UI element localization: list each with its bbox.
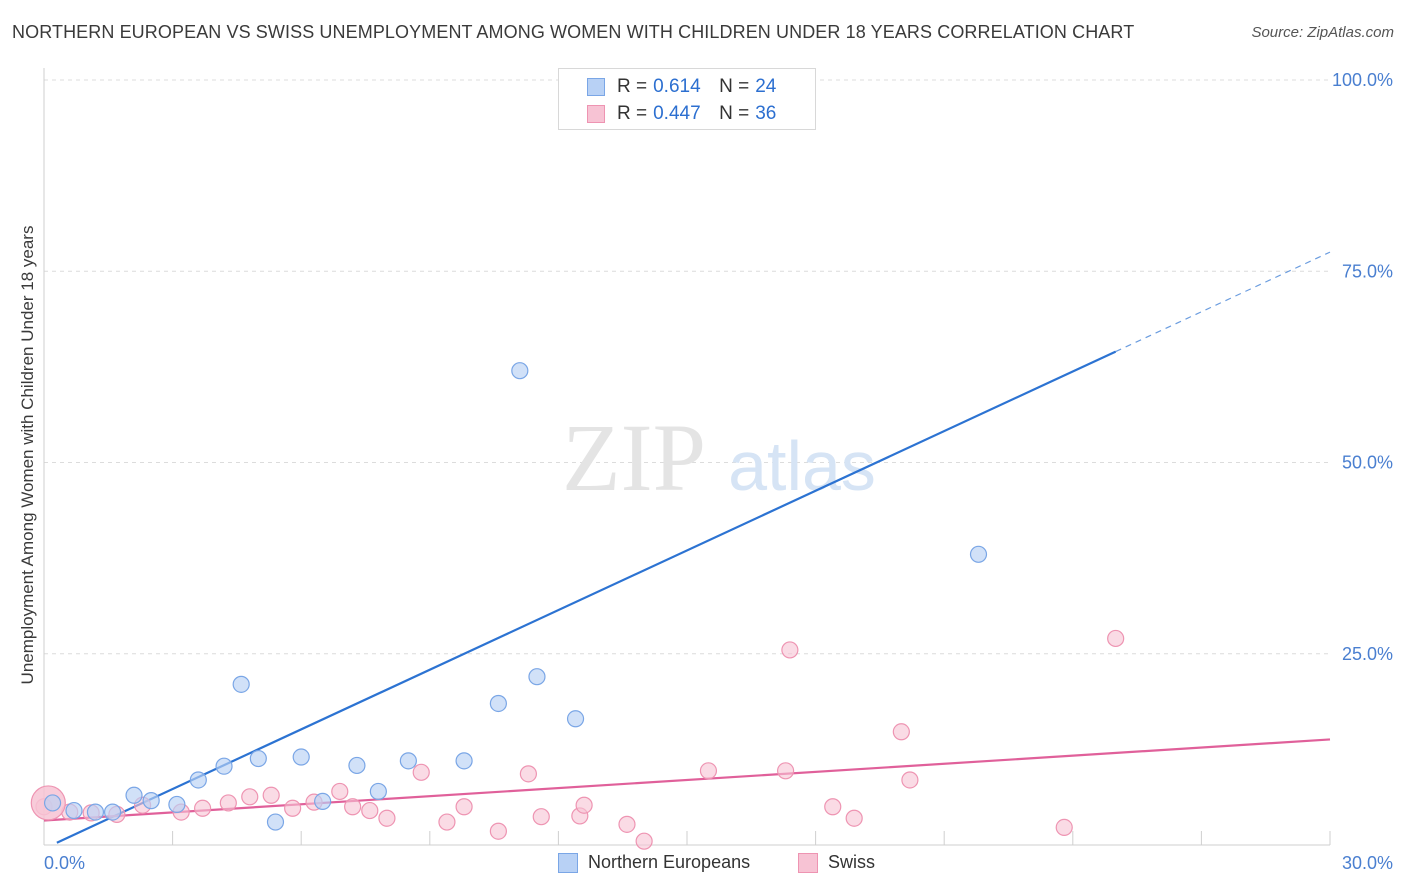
swiss-point (241, 788, 259, 806)
swiss-point (1055, 818, 1073, 837)
swiss-point (901, 771, 919, 789)
swiss-point (284, 799, 302, 817)
legend-row-northern-europeans: R = 0.614 N = 24 (587, 75, 776, 99)
northern-europeans-point (189, 771, 207, 789)
swiss-point (361, 801, 379, 820)
series-swatch-pink (798, 852, 818, 873)
swiss-point (532, 808, 550, 826)
swiss-point (845, 809, 863, 827)
northern-europeans-point (511, 362, 529, 380)
northern-europeans-point (168, 795, 186, 814)
legend-r-label: R = (617, 103, 648, 124)
legend-r-value: 0.614 (653, 76, 701, 97)
swiss-point (412, 763, 430, 781)
legend-r-label: R = (617, 76, 648, 97)
swiss-points (30, 629, 1125, 850)
northern-europeans-point (566, 710, 585, 728)
northern-europeans-point (314, 792, 332, 810)
northern-europeans-point (232, 675, 250, 693)
legend-n-label: N = (719, 103, 750, 124)
swiss-point (378, 809, 396, 827)
y-tick-label: 75.0% (1342, 261, 1393, 281)
northern-europeans-point (125, 786, 143, 804)
axes (43, 68, 1331, 846)
northern-europeans-point (489, 694, 507, 713)
legend-r-value: 0.447 (653, 103, 701, 124)
watermark: ZIP atlas (562, 404, 876, 511)
swiss-point (892, 723, 910, 741)
swiss-point (344, 798, 362, 816)
swiss-point (699, 762, 718, 780)
swiss-point (194, 799, 212, 817)
northern-europeans-point (43, 794, 62, 812)
series-label: Swiss (828, 852, 876, 872)
swiss-point (1107, 629, 1125, 648)
swiss-point (781, 641, 799, 659)
northern-europeans-point (249, 749, 267, 768)
series-label: Northern Europeans (588, 852, 751, 872)
northern-europeans-point (86, 803, 105, 821)
legend-swatch-pink (587, 105, 605, 123)
northern-europeans-point (969, 545, 988, 563)
northern-europeans-point (455, 752, 473, 770)
legend-n-value: 36 (755, 103, 777, 124)
legend-swatch-blue (587, 78, 605, 96)
y-tick-label: 100.0% (1332, 70, 1393, 90)
legend-n-label: N = (719, 76, 750, 97)
northern-europeans-point (142, 792, 160, 810)
series-legend-northern-europeans[interactable]: Northern Europeans (558, 852, 750, 873)
northern-europeans-point (266, 813, 285, 831)
y-tick-label: 50.0% (1342, 453, 1393, 473)
swiss-point (824, 798, 842, 816)
northern-europeans-trend-extension (1115, 251, 1331, 353)
watermark-atlas: atlas (728, 427, 876, 505)
legend-row-swiss: R = 0.447 N = 36 (587, 102, 776, 126)
tick-labels: 25.0% 50.0% 75.0% 100.0% 0.0% 30.0% (44, 70, 1393, 873)
correlation-legend: R = 0.614 N = 24 R = 0.447 N = 36 (558, 68, 816, 130)
series-legend-swiss[interactable]: Swiss (798, 852, 875, 873)
swiss-point (219, 794, 237, 812)
grid-lines (44, 79, 1330, 655)
northern-europeans-point (348, 756, 366, 775)
northern-europeans-points (43, 98, 988, 831)
series-legend: Northern Europeans Swiss (0, 852, 1406, 878)
northern-europeans-point (65, 801, 83, 820)
northern-europeans-point (528, 668, 546, 686)
northern-europeans-point (292, 748, 310, 766)
northern-europeans-point (215, 757, 233, 775)
trend-lines (43, 251, 1331, 844)
swiss-point (635, 832, 653, 850)
y-tick-label: 25.0% (1342, 644, 1393, 664)
northern-europeans-trend-line (56, 350, 1117, 844)
swiss-point (331, 782, 349, 801)
swiss-trend-line (43, 738, 1331, 822)
watermark-zip: ZIP (562, 404, 706, 511)
legend-n-value: 24 (755, 76, 777, 97)
northern-europeans-point (369, 782, 387, 801)
swiss-point (618, 815, 636, 833)
swiss-point (438, 813, 456, 831)
swiss-point (262, 786, 280, 804)
swiss-point (519, 765, 537, 783)
source-label: Source: ZipAtlas.com (1251, 24, 1394, 41)
swiss-point (489, 822, 507, 840)
northern-europeans-point (399, 752, 417, 770)
chart-title: NORTHERN EUROPEAN VS SWISS UNEMPLOYMENT … (12, 22, 1135, 42)
series-swatch-blue (558, 852, 578, 873)
northern-europeans-point (103, 803, 122, 821)
x-tick-label: 30.0% (1342, 853, 1393, 873)
swiss-point (776, 762, 795, 780)
swiss-point (575, 796, 593, 814)
swiss-point (455, 798, 473, 816)
x-tick-label: 0.0% (44, 853, 85, 873)
